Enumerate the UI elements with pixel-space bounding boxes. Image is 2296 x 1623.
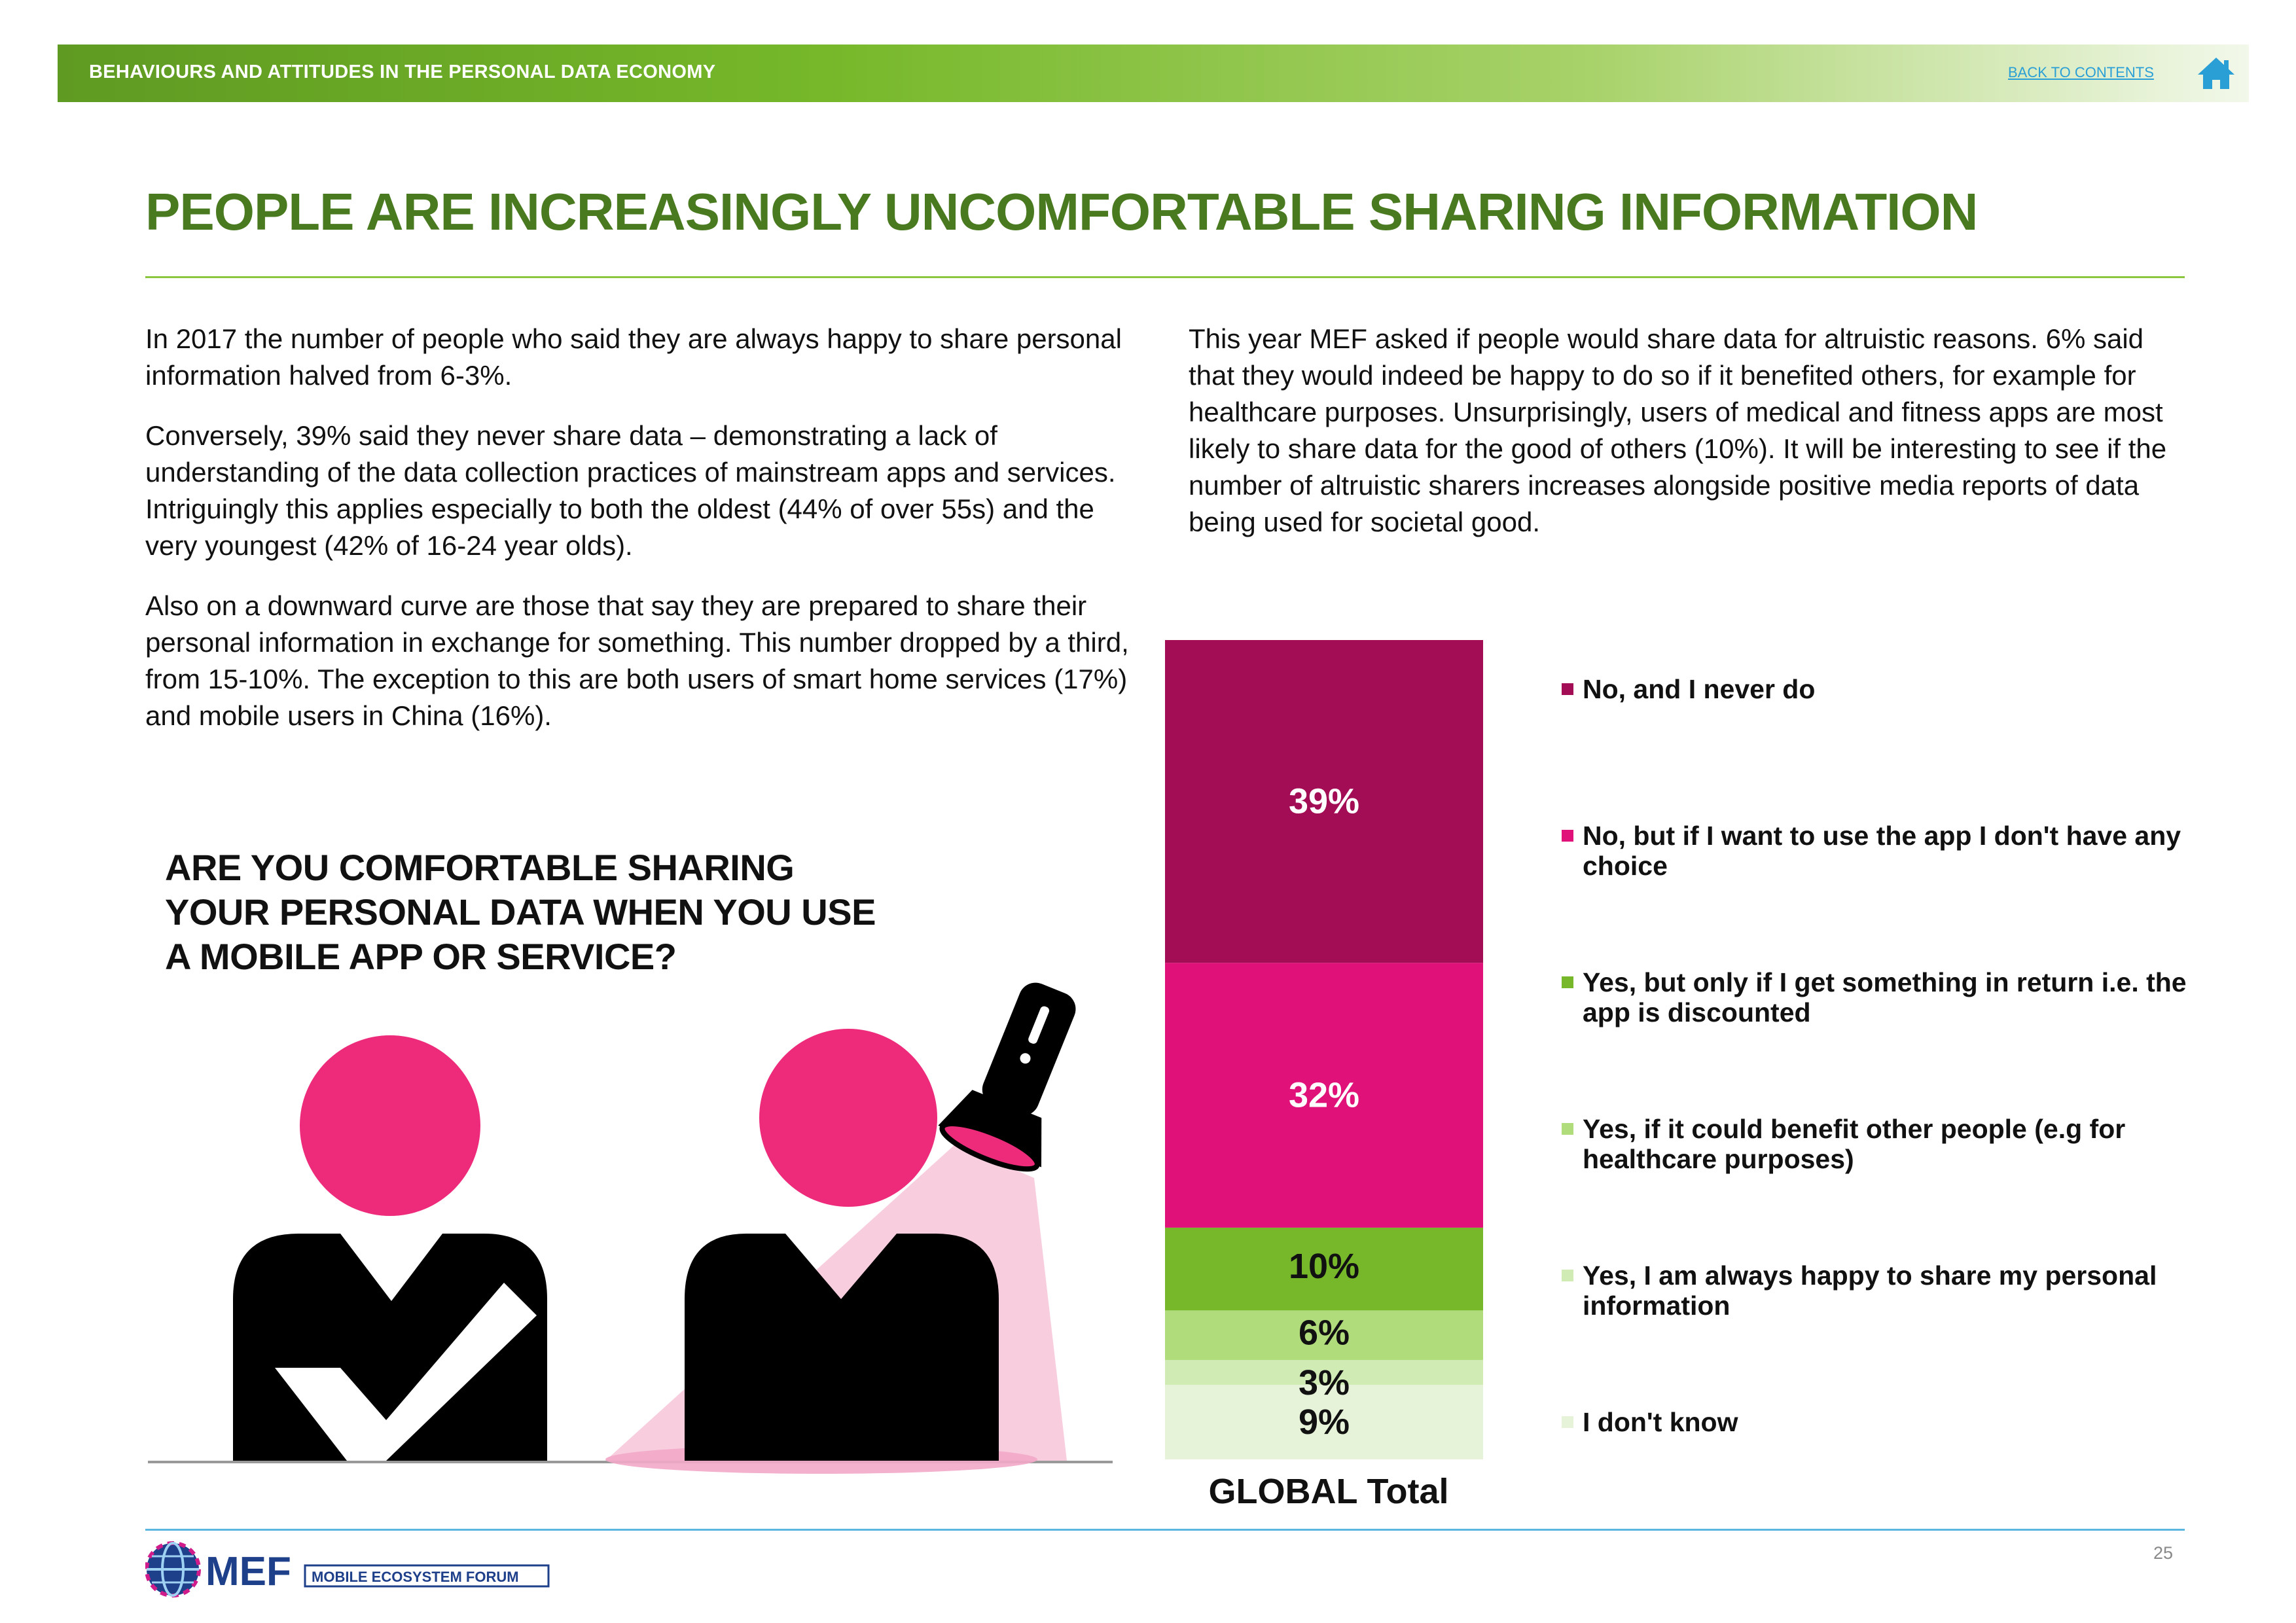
legend-swatch bbox=[1562, 830, 1573, 842]
legend-label: No, and I never do bbox=[1583, 674, 1816, 704]
legend-label: No, but if I want to use the app I don't… bbox=[1583, 821, 2181, 881]
survey-question: ARE YOU COMFORTABLE SHARING YOUR PERSONA… bbox=[165, 847, 876, 977]
data-label: 3% bbox=[1299, 1363, 1350, 1402]
person-check-icon bbox=[233, 1035, 547, 1461]
paragraph: Conversely, 39% said they never share da… bbox=[145, 420, 1116, 561]
legend-swatch bbox=[1562, 1270, 1573, 1281]
legend-item: Yes, I am always happy to share my perso… bbox=[1562, 1260, 2190, 1321]
stacked-bar-chart: 9%3% 6% 10% 32% 39% bbox=[1165, 640, 1483, 1459]
legend-label: Yes, if it could benefit other people (e… bbox=[1583, 1114, 2126, 1174]
bar-segment bbox=[1165, 1385, 1483, 1459]
illustration bbox=[148, 982, 1113, 1474]
legend-item: I don't know bbox=[1562, 1407, 2190, 1437]
legend-label: I don't know bbox=[1583, 1407, 1738, 1437]
legend-item: Yes, if it could benefit other people (e… bbox=[1562, 1114, 2190, 1174]
person-spotlight-icon bbox=[605, 1029, 1067, 1474]
legend-label: Yes, but only if I get something in retu… bbox=[1583, 967, 2187, 1027]
data-label: 6% bbox=[1299, 1313, 1350, 1352]
bar-segment bbox=[1165, 1227, 1483, 1311]
page-title: PEOPLE ARE INCREASINGLY UNCOMFORTABLE SH… bbox=[145, 183, 1978, 241]
legend-swatch bbox=[1562, 1416, 1573, 1428]
home-icon[interactable] bbox=[2197, 55, 2236, 92]
data-label: 10% bbox=[1289, 1247, 1359, 1286]
footer-divider bbox=[145, 1529, 2185, 1531]
bar-segment bbox=[1165, 1310, 1483, 1361]
data-label: 32% bbox=[1289, 1076, 1359, 1115]
bar-segment bbox=[1165, 963, 1483, 1228]
right-text-column: This year MEF asked if people would shar… bbox=[1189, 321, 2183, 564]
title-divider bbox=[145, 276, 2185, 278]
legend-label: Yes, I am always happy to share my perso… bbox=[1583, 1260, 2157, 1321]
section-title: BEHAVIOURS AND ATTITUDES IN THE PERSONAL… bbox=[89, 62, 716, 82]
legend-item: No, but if I want to use the app I don't… bbox=[1562, 821, 2190, 881]
left-text-column: In 2017 the number of people who said th… bbox=[145, 321, 1140, 758]
legend-item: No, and I never do bbox=[1562, 674, 2190, 704]
page-number: 25 bbox=[2153, 1543, 2174, 1563]
bar-segment bbox=[1165, 640, 1483, 963]
flashlight-icon bbox=[938, 982, 1076, 1172]
paragraph: Also on a downward curve are those that … bbox=[145, 590, 1129, 731]
category-label: GLOBAL Total bbox=[1208, 1472, 1449, 1511]
data-label: 39% bbox=[1289, 782, 1359, 821]
back-to-contents-link[interactable]: BACK TO CONTENTS bbox=[2008, 64, 2154, 80]
legend-item: Yes, but only if I get something in retu… bbox=[1562, 967, 2190, 1027]
legend-swatch bbox=[1562, 683, 1573, 695]
logo-wordmark: MEF bbox=[206, 1549, 291, 1594]
header-band bbox=[58, 45, 2249, 102]
legend-swatch bbox=[1562, 976, 1573, 988]
mef-logo: MEF MOBILE ECOSYSTEM FORUM bbox=[145, 1541, 550, 1597]
bar-segment bbox=[1165, 1360, 1483, 1385]
paragraph: In 2017 the number of people who said th… bbox=[145, 323, 1122, 391]
logo-tagline: MOBILE ECOSYSTEM FORUM bbox=[312, 1569, 519, 1585]
data-label: 9% bbox=[1299, 1402, 1350, 1442]
legend-swatch bbox=[1562, 1123, 1573, 1135]
globe-logo-icon bbox=[145, 1541, 201, 1597]
paragraph: This year MEF asked if people would shar… bbox=[1189, 323, 2167, 537]
